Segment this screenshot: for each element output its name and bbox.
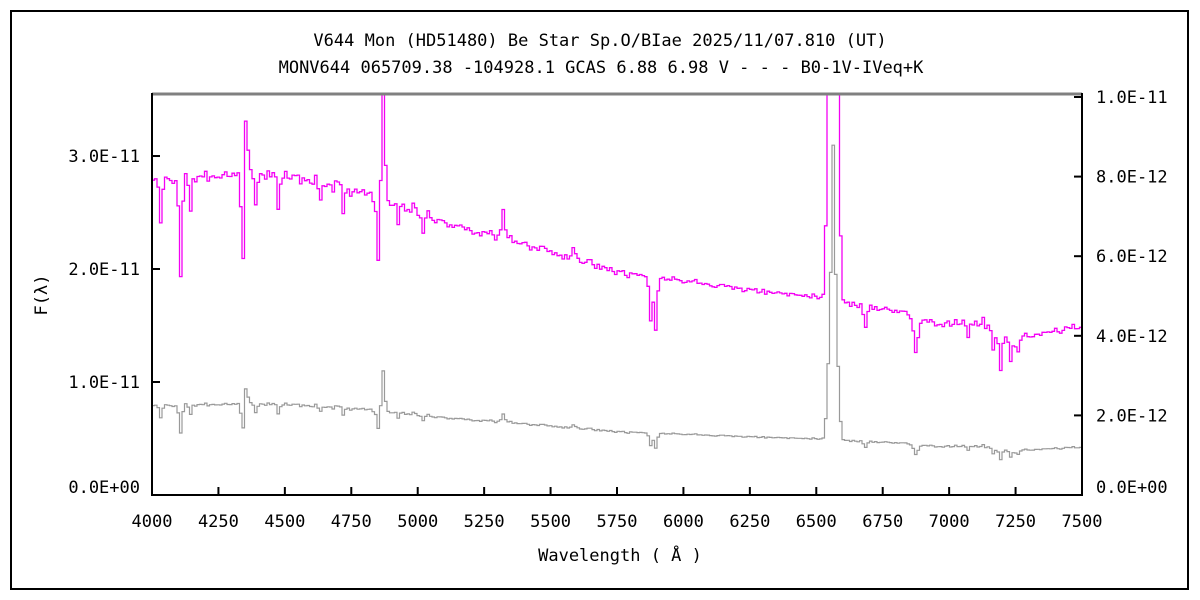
x-tick-label: 4250 (198, 512, 239, 532)
outer-border (10, 10, 1189, 590)
y-axis-left: 0.0E+00 1.0E-11 2.0E-11 3.0E-11 (68, 147, 160, 498)
x-tick-label: 7500 (1062, 512, 1103, 532)
plot-frame (151, 92, 1083, 496)
y-axis-title: F(λ) (32, 275, 52, 316)
x-tick-label: 7000 (929, 512, 970, 532)
y-left-tick-label: 1.0E-11 (68, 373, 140, 393)
spectrum-curve-right-scale (152, 95, 1082, 372)
x-tick-label: 5500 (530, 512, 571, 532)
x-tick-label: 4500 (264, 512, 305, 532)
y-left-tick-label: 0.0E+00 (68, 478, 140, 498)
y-right-tick-label: 2.0E-12 (1096, 406, 1168, 426)
chart-title: V644 Mon (HD51480) Be Star Sp.O/BIae 202… (313, 31, 886, 51)
y-right-tick-label: 1.0E-11 (1096, 88, 1168, 108)
x-tick-label: 4750 (331, 512, 372, 532)
x-axis: 4000 4250 4500 4750 5000 5250 5500 5750 6000 6250… (132, 487, 1103, 532)
x-tick-label: 6000 (663, 512, 704, 532)
x-tick-label: 7250 (995, 512, 1036, 532)
x-tick-label: 5750 (597, 512, 638, 532)
y-axis-right: 0.0E+00 2.0E-12 4.0E-12 6.0E-12 8.0E-12 1.0E-… (1074, 88, 1168, 498)
x-tick-label: 5000 (397, 512, 438, 532)
x-tick-label: 6750 (862, 512, 903, 532)
spectrum-curves (152, 95, 1082, 461)
spectrum-curve-left-scale (152, 144, 1082, 461)
y-left-tick-label: 3.0E-11 (68, 147, 140, 167)
y-left-tick-label: 2.0E-11 (68, 260, 140, 280)
x-tick-label: 4000 (132, 512, 173, 532)
chart-subtitle: MONV644 065709.38 -104928.1 GCAS 6.88 6.… (279, 58, 925, 78)
y-right-tick-label: 6.0E-12 (1096, 247, 1168, 267)
x-axis-title: Wavelength ( Å ) (538, 544, 702, 566)
y-right-tick-label: 4.0E-12 (1096, 327, 1168, 347)
x-tick-label: 5250 (464, 512, 505, 532)
x-tick-label: 6500 (796, 512, 837, 532)
x-tick-label: 6250 (729, 512, 770, 532)
y-right-tick-label: 8.0E-12 (1096, 168, 1168, 188)
y-right-tick-label: 0.0E+00 (1096, 478, 1168, 498)
